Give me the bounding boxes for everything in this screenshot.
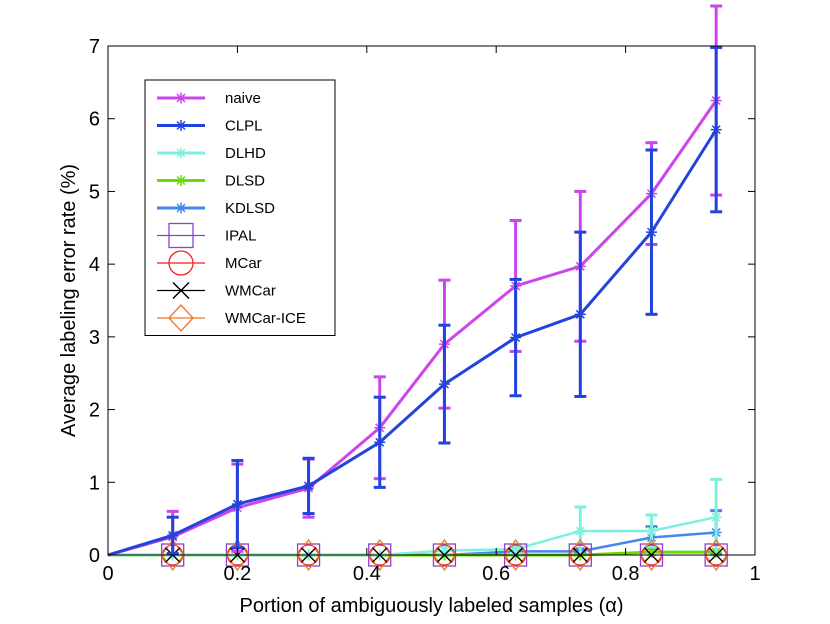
legend-entry-IPAL: IPAL — [157, 222, 256, 249]
legend-entry-DLSD: DLSD — [157, 173, 265, 190]
asterisk-stroke — [168, 530, 178, 540]
asterisk-stroke — [304, 481, 314, 491]
asterisk-stroke — [176, 120, 186, 131]
asterisk-marker — [175, 92, 187, 104]
legend-entry-DLHD: DLHD — [157, 145, 266, 162]
asterisk-marker — [574, 308, 586, 320]
diamond-marker — [568, 538, 593, 572]
asterisk-stroke — [439, 546, 449, 556]
legend-label: WMCar-ICE — [225, 310, 306, 327]
asterisk-marker — [303, 480, 315, 492]
diamond-marker — [704, 538, 728, 572]
series-WMCar-ICE — [160, 538, 728, 572]
asterisk-stroke — [646, 227, 657, 237]
legend-label: IPAL — [225, 228, 256, 245]
asterisk-marker — [231, 498, 243, 510]
y-tick-label: 7 — [89, 36, 100, 58]
asterisk-stroke — [439, 379, 449, 389]
legend-entry-naive: naive — [157, 90, 261, 107]
diamond-marker — [367, 538, 392, 572]
series-line — [107, 128, 718, 557]
asterisk-stroke — [575, 309, 585, 319]
plot-frame — [107, 45, 756, 556]
legend-entry-KDLSD: KDLSD — [157, 200, 275, 217]
asterisk-marker — [510, 332, 522, 344]
asterisk-stroke — [511, 333, 521, 343]
legend-label: naive — [225, 90, 261, 107]
asterisk-marker — [175, 147, 187, 159]
asterisk-marker — [374, 436, 386, 448]
legend-label: DLHD — [225, 145, 266, 162]
y-tick-label: 2 — [89, 400, 100, 422]
legend-entry-WMCar-ICE: WMCar-ICE — [157, 304, 306, 332]
legend-entry-MCar: MCar — [157, 250, 262, 276]
asterisk-stroke — [711, 512, 721, 522]
asterisk-marker — [175, 120, 187, 131]
x-tick-label: 0.4 — [353, 563, 381, 585]
y-tick-label: 1 — [89, 472, 100, 494]
x-tick-label: 1 — [749, 563, 760, 585]
diamond-marker — [432, 538, 457, 572]
y-tick-label: 6 — [89, 109, 100, 131]
x-tick-label: 0.2 — [223, 563, 251, 585]
asterisk-marker — [645, 525, 657, 537]
asterisk-marker — [167, 529, 179, 541]
legend-label: WMCar — [225, 283, 276, 300]
asterisk-stroke — [575, 526, 585, 536]
legend-entry-CLPL: CLPL — [157, 118, 263, 135]
y-tick-label: 3 — [89, 327, 100, 349]
diamond-marker — [168, 304, 194, 332]
diamond-marker — [225, 538, 250, 572]
asterisk-marker — [574, 525, 586, 537]
asterisk-marker — [710, 124, 722, 136]
x-axis-label: Portion of ambiguously labeled samples (… — [240, 595, 624, 617]
asterisk-stroke — [176, 203, 186, 213]
asterisk-stroke — [646, 526, 657, 536]
y-axis-label: Average labeling error rate (%) — [58, 164, 80, 437]
asterisk-stroke — [375, 437, 385, 447]
legend-entry-WMCar: WMCar — [157, 281, 276, 300]
y-tick-label: 4 — [89, 254, 100, 276]
asterisk-stroke — [176, 175, 186, 186]
asterisk-marker — [438, 378, 450, 390]
legend-label: CLPL — [225, 118, 263, 135]
legend: naive CLPL DLHD DLSD KDLSD IPAL MCar WMCar WMCar… — [144, 79, 336, 336]
asterisk-marker — [175, 175, 187, 186]
diamond-marker — [296, 538, 321, 572]
y-tick-label: 5 — [89, 181, 100, 203]
diamond-marker — [503, 538, 528, 572]
x-tick-label: 0.8 — [612, 563, 640, 585]
y-tick-label: 0 — [89, 545, 100, 567]
circle-marker — [168, 250, 194, 276]
cross-stroke — [172, 281, 190, 300]
asterisk-marker — [710, 511, 722, 523]
diamond-marker — [639, 538, 664, 572]
legend-label: MCar — [225, 255, 262, 272]
legend-label: KDLSD — [225, 200, 275, 217]
asterisk-stroke — [711, 125, 721, 135]
asterisk-stroke — [176, 148, 186, 158]
diamond-marker — [160, 538, 185, 572]
asterisk-stroke — [176, 93, 186, 103]
series-line — [107, 99, 718, 557]
axis-ticks: 0 0.2 0.4 0.6 0.8 1 0 1 2 3 4 5 6 7 — [89, 36, 761, 585]
legend-label: DLSD — [225, 173, 265, 190]
square-marker — [168, 222, 194, 249]
asterisk-marker — [645, 226, 657, 238]
x-tick-label: 0.6 — [482, 563, 510, 585]
series-CLPL — [107, 45, 723, 557]
asterisk-stroke — [232, 499, 242, 509]
asterisk-marker — [175, 202, 187, 214]
x-tick-label: 0 — [102, 563, 113, 585]
